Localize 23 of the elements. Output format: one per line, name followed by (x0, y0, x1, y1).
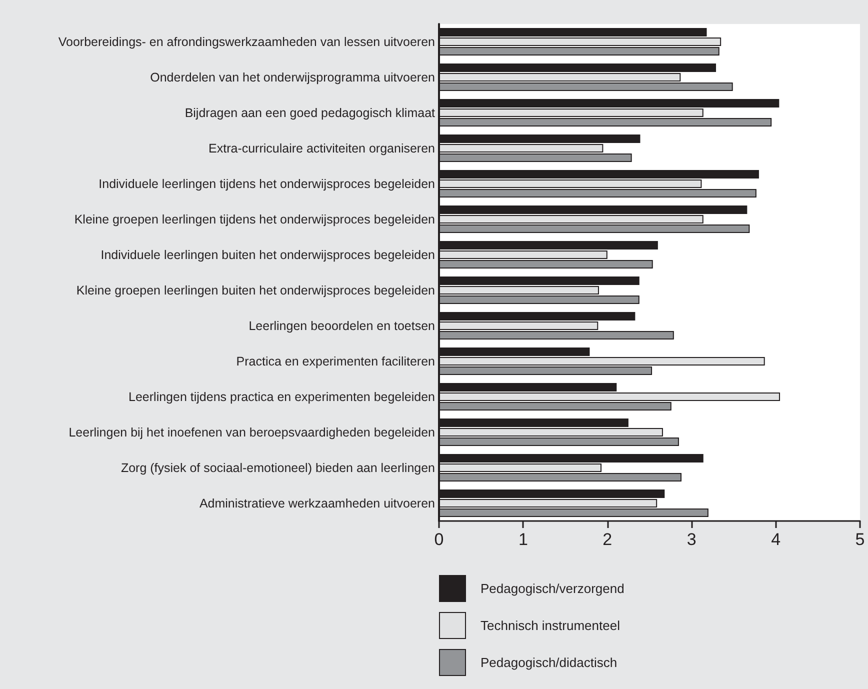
x-tick-label: 4 (771, 530, 781, 549)
y-tick-label: Practica en experimenten faciliteren (236, 354, 436, 368)
y-tick-label: Leerlingen bij het inoefenen van beroepsvaardigheden begeleiden (68, 425, 436, 440)
y-tick-label: Zorg (fysiek of sociaal-emotioneel) bieden aan leerlingen (120, 460, 436, 475)
x-tick-label: 2 (602, 530, 612, 549)
y-tick-label: Leerlingen tijdens practica en experimenten begeleiden (128, 390, 436, 404)
x-tick-label: 0 (434, 530, 444, 549)
y-tick-label: Bijdragen aan een goed pedagogisch klimaat (184, 106, 436, 120)
legend-label: Pedagogisch/verzorgend (480, 581, 624, 596)
y-tick-label: Extra-curriculaire activiteiten organiseren (208, 141, 436, 156)
y-tick-label: Onderdelen van het onderwijsprogramma uitvoeren (150, 70, 436, 84)
y-tick-label: Leerlingen beoordelen en toetsen (248, 318, 436, 333)
y-tick-label: Administratieve werkzaamheden uitvoeren (199, 496, 436, 510)
y-tick-label: Kleine groepen leerlingen buiten het onderwijsproces begeleiden (76, 283, 436, 298)
y-tick-label: Individuele leerlingen tijdens het onderwijsproces begeleiden (98, 176, 436, 191)
x-tick-label: 1 (518, 530, 528, 549)
x-tick-label: 5 (855, 530, 865, 549)
y-tick-label: Individuele leerlingen buiten het onderwijsproces begeleiden (100, 248, 436, 262)
legend-label: Technisch instrumenteel (480, 618, 620, 633)
y-tick-label: Voorbereidings- en afrondingswerkzaamheden van lessen uitvoeren (58, 34, 436, 49)
x-tick-label: 3 (686, 530, 696, 549)
legend-label: Pedagogisch/didactisch (480, 655, 618, 670)
y-tick-label: Kleine groepen leerlingen tijdens het onderwijsproces begeleiden (74, 212, 436, 226)
